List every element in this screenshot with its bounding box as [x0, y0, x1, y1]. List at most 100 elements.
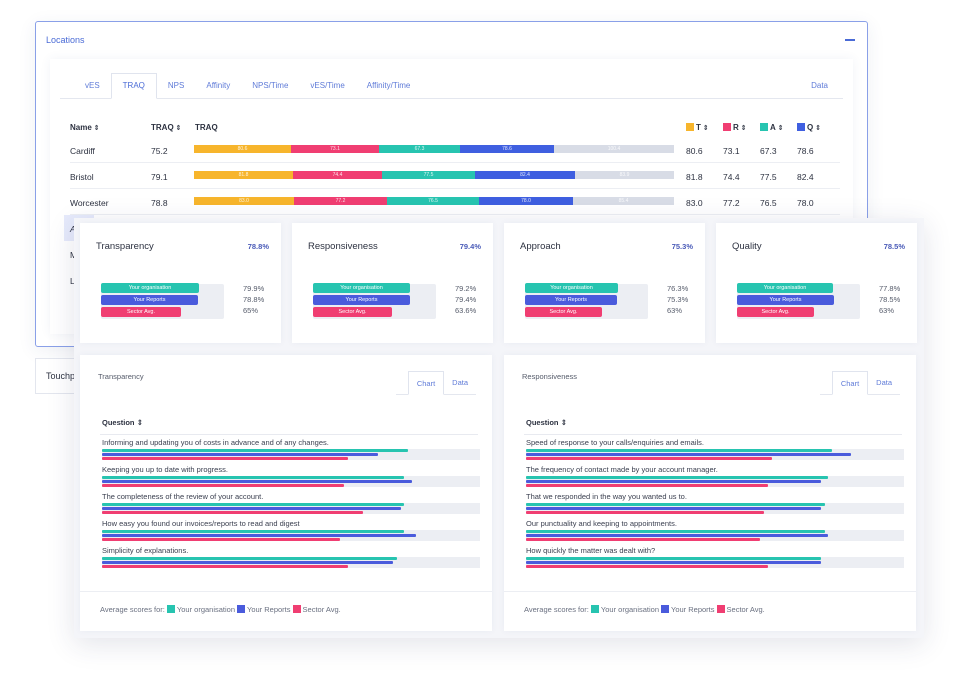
cell-t: 83.0	[686, 198, 703, 208]
tab-data[interactable]: Data	[452, 378, 468, 387]
tab-nps-time[interactable]: NPS/Time	[252, 81, 289, 90]
value-sector: 63.6%	[455, 306, 477, 315]
col-question[interactable]: Question ⇕	[526, 418, 567, 427]
cell-r: 74.4	[723, 172, 740, 182]
metric-title: Approach	[520, 241, 561, 252]
bar-sector: Sector Avg.	[101, 307, 181, 317]
tab-ves[interactable]: vES	[85, 81, 100, 90]
question-panel-responsiveness: Responsiveness Chart Data Question ⇕ Speed o…	[504, 355, 916, 631]
legend-org: Your organisation	[176, 605, 236, 614]
tab-data[interactable]: Data	[876, 378, 892, 387]
divider	[100, 434, 478, 435]
cell-a: 76.5	[760, 198, 777, 208]
table-row[interactable]: M	[70, 241, 100, 267]
bar-sector	[102, 538, 340, 541]
question-text: Informing and updating you of costs in a…	[102, 438, 329, 447]
metric-card-approach: Approach 75.3% Your organisation Your Repor…	[504, 223, 705, 343]
question-row: Speed of response to your calls/enquirie…	[526, 438, 906, 465]
value-reports: 75.3%	[667, 295, 689, 304]
legend-swatch-reports	[661, 605, 670, 613]
bar-reports	[102, 453, 378, 456]
question-text: The completeness of the review of your a…	[102, 492, 264, 501]
bar-reports	[526, 480, 821, 483]
cell-name: M	[70, 250, 77, 260]
value-reports: 79.4%	[455, 295, 477, 304]
panel-legend: Average scores for: Your organisation Your…	[80, 591, 492, 631]
question-text: Speed of response to your calls/enquirie…	[526, 438, 705, 447]
traq-segment: 67.3	[379, 145, 460, 153]
col-a[interactable]: A ⇕	[760, 123, 784, 132]
value-sector: 65%	[243, 306, 259, 315]
panel-tabs: Chart Data	[396, 371, 476, 395]
question-text: Simplicity of explanations.	[102, 546, 189, 555]
locations-tabs: vES TRAQ NPS Affinity NPS/Time vES/Time Affini…	[60, 59, 843, 99]
tab-data[interactable]: Data	[811, 81, 828, 90]
bar-org	[102, 476, 404, 479]
metric-bars: Your organisation Your Reports Sector Avg.	[101, 283, 224, 319]
question-row: Simplicity of explanations.	[102, 546, 482, 573]
col-traq[interactable]: TRAQ ⇕	[151, 123, 182, 132]
cell-r: 77.2	[723, 198, 740, 208]
cell-r: 73.1	[723, 146, 740, 156]
traq-segment: 100.4	[554, 145, 674, 153]
cell-a: 67.3	[760, 146, 777, 156]
value-reports: 78.5%	[879, 295, 901, 304]
col-t[interactable]: T ⇕	[686, 123, 709, 132]
table-row[interactable]: Cardiff 75.2 80.6 73.1 67.3 78.6 80.6 73.1 67.3 7…	[70, 137, 840, 163]
bar-reports	[102, 480, 412, 483]
cell-t: 81.8	[686, 172, 703, 182]
bar-reports: Your Reports	[525, 295, 617, 305]
table-row[interactable]: Worcester 78.8 83.0 77.2 76.5 78.0 83.0 77.2 76.…	[70, 189, 840, 215]
question-row: How easy you found our invoices/reports …	[102, 519, 482, 546]
panel-title: Transparency	[98, 372, 144, 381]
tab-ves-time[interactable]: vES/Time	[310, 81, 345, 90]
cell-traq: 75.2	[151, 146, 168, 156]
bar-org	[102, 449, 408, 452]
question-row: The completeness of the review of your a…	[102, 492, 482, 519]
cell-q: 78.0	[797, 198, 814, 208]
col-q[interactable]: Q ⇕	[797, 123, 821, 132]
col-question[interactable]: Question ⇕	[102, 418, 143, 427]
metric-value: 79.4%	[459, 242, 481, 251]
tab-chart[interactable]: Chart	[407, 371, 445, 395]
tab-nps[interactable]: NPS	[167, 81, 185, 90]
bar-org: Your organisation	[737, 283, 833, 293]
col-name[interactable]: Name ⇕	[70, 123, 100, 132]
collapse-icon[interactable]	[845, 38, 855, 41]
cell-a: 77.5	[760, 172, 777, 182]
bar-org	[526, 449, 832, 452]
panel-title: Responsiveness	[522, 372, 578, 381]
bar-reports: Your Reports	[101, 295, 198, 305]
panel-tabs: Chart Data	[820, 371, 900, 395]
table-row[interactable]: Bristol 79.1 81.8 74.4 77.5 82.4 81.8 74.4 77.5 8…	[70, 163, 840, 189]
panel-legend: Average scores for: Your organisation Your…	[504, 591, 916, 631]
cell-name: Worcester	[70, 198, 109, 208]
question-bars	[526, 503, 904, 514]
divider	[524, 434, 902, 435]
value-reports: 78.8%	[243, 295, 265, 304]
traq-stacked-bar: 83.0 77.2 76.5 78.0 85.4	[194, 197, 674, 205]
question-text: How easy you found our invoices/reports …	[102, 519, 300, 528]
metric-bars: Your organisation Your Reports Sector Avg.	[313, 283, 436, 319]
tab-affinity-time[interactable]: Affinity/Time	[366, 81, 411, 90]
metric-value: 78.8%	[247, 242, 269, 251]
bar-sector	[526, 538, 760, 541]
col-r[interactable]: R ⇕	[723, 123, 747, 132]
bar-reports: Your Reports	[313, 295, 410, 305]
bar-org	[526, 530, 825, 533]
bar-reports	[526, 507, 821, 510]
value-org: 77.8%	[879, 284, 901, 293]
traq-segment: 78.0	[479, 197, 573, 205]
question-panel-transparency: Transparency Chart Data Question ⇕ Informing…	[80, 355, 492, 631]
metric-value: 78.5%	[883, 242, 905, 251]
metric-card-quality: Quality 78.5% Your organisation Your Report…	[716, 223, 917, 343]
question-row: Keeping you up to date with progress.	[102, 465, 482, 492]
tab-affinity[interactable]: Affinity	[206, 81, 231, 90]
tab-chart[interactable]: Chart	[831, 371, 869, 395]
metric-title: Quality	[732, 241, 762, 252]
tab-traq[interactable]: TRAQ	[110, 73, 157, 99]
traq-segment: 74.4	[293, 171, 382, 179]
legend-prefix: Average scores for:	[524, 605, 589, 614]
bar-sector	[526, 457, 772, 460]
legend-reports: Your Reports	[247, 605, 291, 614]
